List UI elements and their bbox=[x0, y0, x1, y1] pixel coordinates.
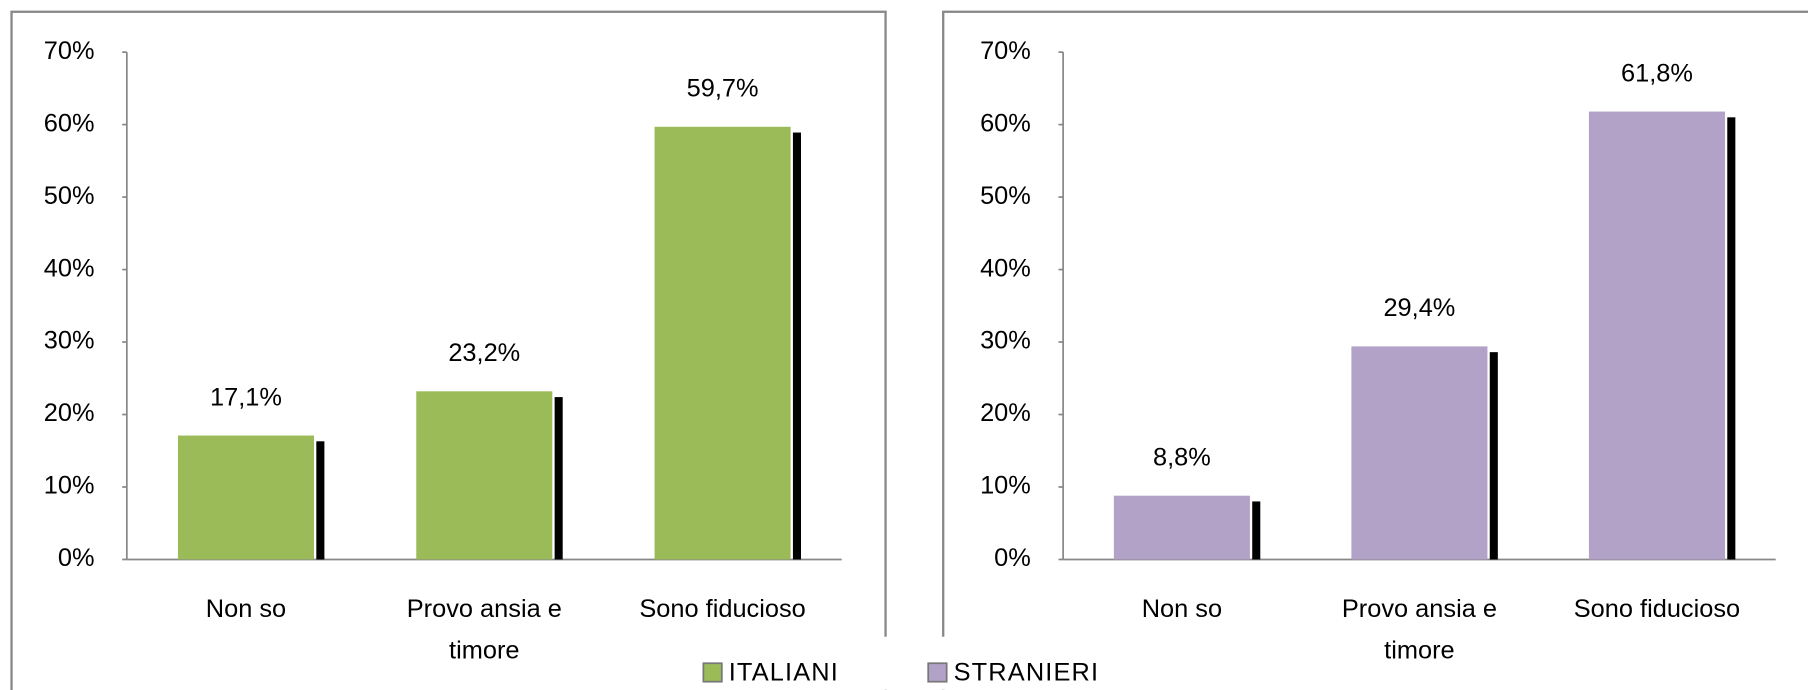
y-tick-label: 30% bbox=[980, 327, 1031, 355]
x-tick-label: Provo ansia e timore bbox=[1341, 594, 1497, 665]
bar bbox=[177, 435, 315, 560]
y-tick-label: 60% bbox=[980, 109, 1031, 137]
y-tick-label: 0% bbox=[58, 544, 95, 572]
bar-shadow bbox=[792, 132, 801, 560]
legend-label: STRANIERI bbox=[954, 658, 1100, 686]
bar-shadow bbox=[1252, 501, 1261, 560]
x-tick-label-box: Sono fiducioso bbox=[1573, 594, 1741, 623]
x-tick-label: Sono fiducioso bbox=[1573, 594, 1741, 623]
y-tick-label: 30% bbox=[44, 327, 95, 355]
bar bbox=[1351, 346, 1488, 560]
y-tick-label: 0% bbox=[994, 544, 1031, 572]
bar bbox=[654, 126, 791, 560]
legend-swatch bbox=[927, 662, 948, 683]
x-tick-label-box: Non so bbox=[1141, 594, 1223, 623]
chart-frame bbox=[10, 10, 887, 690]
y-tick-label: 20% bbox=[44, 399, 95, 427]
x-tick-label: Sono fiducioso bbox=[639, 594, 806, 623]
y-tick-label: 40% bbox=[980, 254, 1031, 282]
data-label: 17,1% bbox=[210, 383, 282, 411]
legend-background bbox=[680, 636, 1165, 690]
x-tick-label-box: Provo ansia e timore bbox=[1341, 594, 1497, 665]
bar bbox=[1113, 495, 1250, 560]
x-tick-label: Non so bbox=[1141, 594, 1223, 623]
y-tick-label: 70% bbox=[44, 37, 95, 65]
bar-shadow bbox=[554, 397, 563, 560]
bar-shadow bbox=[316, 441, 325, 560]
x-tick-label-box: Provo ansia e timore bbox=[406, 594, 562, 665]
chart-frame bbox=[942, 10, 1808, 690]
bar bbox=[1588, 111, 1725, 560]
bar bbox=[416, 391, 553, 560]
y-tick-label: 40% bbox=[44, 254, 95, 282]
y-tick-label: 50% bbox=[44, 182, 95, 210]
y-tick-label: 10% bbox=[44, 472, 95, 500]
y-tick-label: 10% bbox=[980, 472, 1031, 500]
legend-label: ITALIANI bbox=[729, 658, 839, 686]
data-label: 23,2% bbox=[448, 339, 520, 367]
x-tick-label-box: Sono fiducioso bbox=[639, 594, 806, 623]
bar-shadow bbox=[1489, 352, 1498, 560]
bar-shadow bbox=[1727, 117, 1736, 560]
data-label: 8,8% bbox=[1153, 443, 1211, 471]
y-tick-label: 60% bbox=[44, 109, 95, 137]
y-tick-label: 70% bbox=[980, 37, 1031, 65]
data-label: 59,7% bbox=[687, 75, 759, 103]
y-tick-label: 50% bbox=[980, 182, 1031, 210]
legend-swatch bbox=[702, 662, 723, 683]
y-tick-label: 20% bbox=[980, 399, 1031, 427]
data-label: 61,8% bbox=[1621, 59, 1693, 87]
x-tick-label: Non so bbox=[205, 594, 287, 623]
data-label: 29,4% bbox=[1383, 294, 1455, 322]
x-tick-label-box: Non so bbox=[205, 594, 287, 623]
x-tick-label: Provo ansia e timore bbox=[406, 594, 562, 665]
